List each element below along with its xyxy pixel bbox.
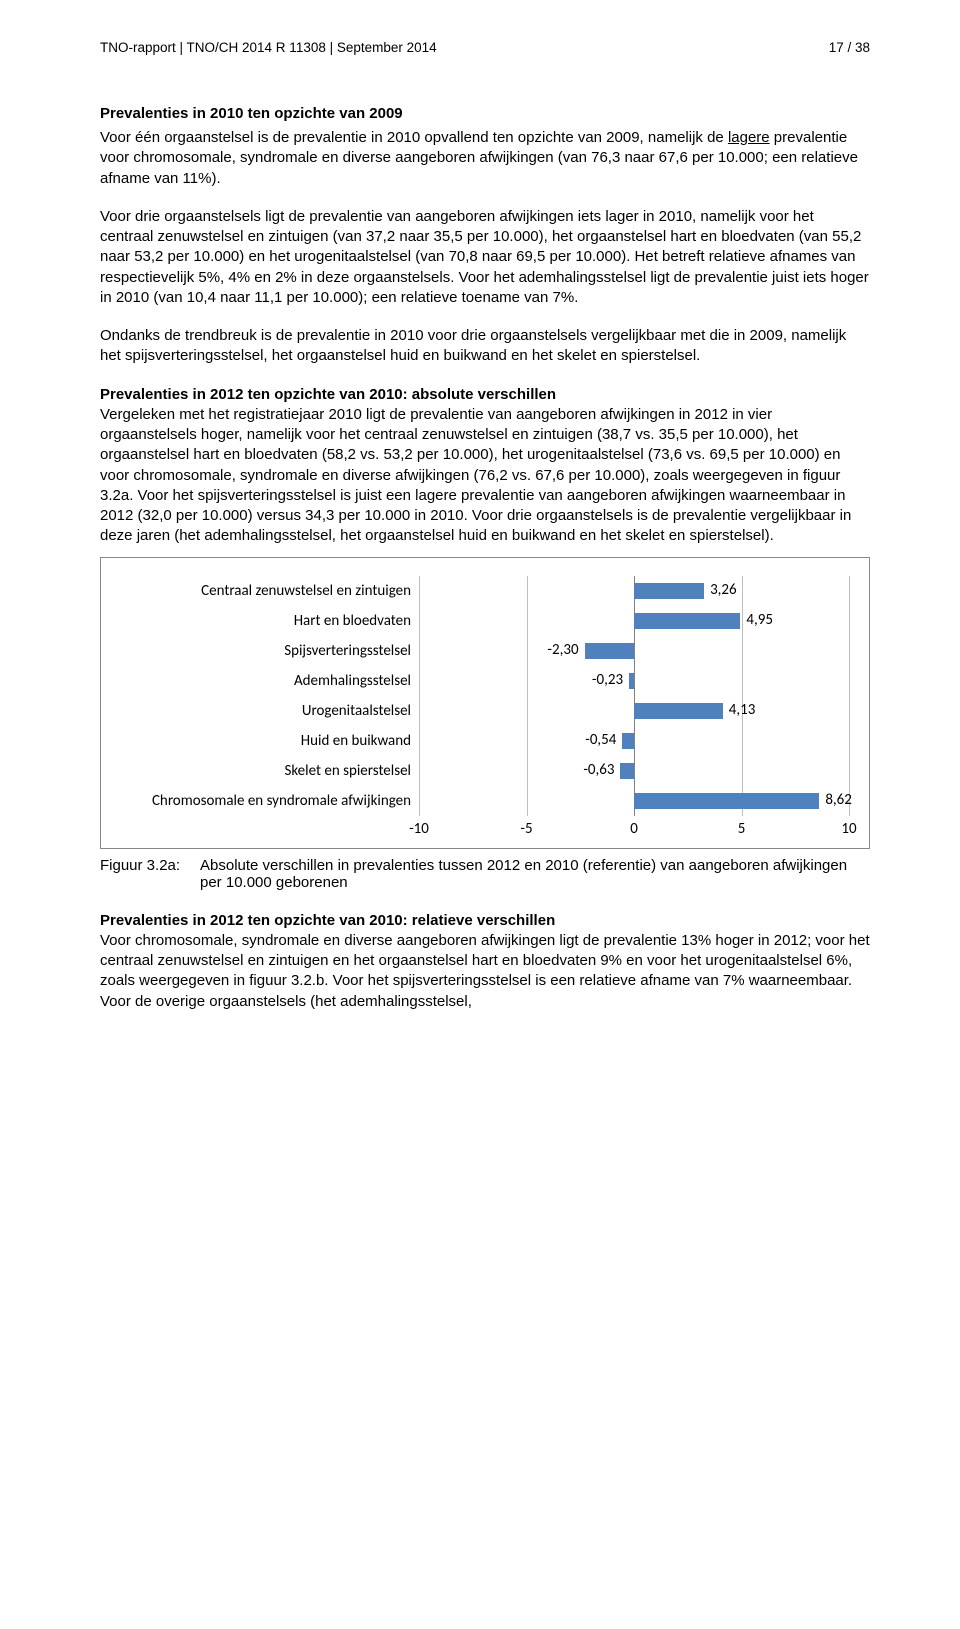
chart-bar-value: -0,63 xyxy=(583,761,614,779)
chart-plot: 3,26 4,95 -2,30 -0,23 4,13 -0,54 -0,63 8,62 xyxy=(419,576,849,816)
document-page: TNO-rapport | TNO/CH 2014 R 11308 | Sept… xyxy=(0,0,960,1062)
chart-bar-row: 4,13 xyxy=(419,696,849,726)
chart-bar xyxy=(634,613,740,629)
caption-label: Figuur 3.2a: xyxy=(100,857,200,891)
chart-x-tick: 10 xyxy=(829,820,869,838)
section2-para1: Vergeleken met het registratiejaar 2010 … xyxy=(100,406,851,545)
p1a: Voor één orgaanstelsel is de prevalentie… xyxy=(100,129,728,146)
chart-bar-value: 4,13 xyxy=(729,701,756,719)
section3-para1: Voor chromosomale, syndromale en diverse… xyxy=(100,932,870,1010)
chart-bar xyxy=(634,793,819,809)
section3-title: Prevalenties in 2012 ten opzichte van 20… xyxy=(100,912,555,929)
chart-category-label: Urogenitaalstelsel xyxy=(121,696,411,726)
chart-bar-value: 4,95 xyxy=(746,611,773,629)
chart-bar-value: 8,62 xyxy=(825,791,852,809)
section1-para2: Voor drie orgaanstelsels ligt de prevale… xyxy=(100,207,870,308)
section1-para1: Voor één orgaanstelsel is de prevalentie… xyxy=(100,128,870,189)
page-header: TNO-rapport | TNO/CH 2014 R 11308 | Sept… xyxy=(100,40,870,55)
header-left: TNO-rapport | TNO/CH 2014 R 11308 | Sept… xyxy=(100,40,437,55)
chart-bar-row: 8,62 xyxy=(419,786,849,816)
p1u: lagere xyxy=(728,129,770,146)
chart-x-tick: -5 xyxy=(507,820,547,838)
section2-title: Prevalenties in 2012 ten opzichte van 20… xyxy=(100,386,556,403)
chart-bar-row: 4,95 xyxy=(419,606,849,636)
chart-bar xyxy=(622,733,634,749)
chart-bar-value: -2,30 xyxy=(547,641,578,659)
chart-area: Centraal zenuwstelsel en zintuigenHart e… xyxy=(121,576,849,816)
section1-title: Prevalenties in 2010 ten opzichte van 20… xyxy=(100,105,870,122)
chart-x-tick: -10 xyxy=(399,820,439,838)
chart-category-label: Spijsverteringsstelsel xyxy=(121,636,411,666)
chart-bar-row: -0,54 xyxy=(419,726,849,756)
chart-bar-value: -0,54 xyxy=(585,731,616,749)
chart-bar xyxy=(629,673,634,689)
chart-bar-row: -0,23 xyxy=(419,666,849,696)
chart-bar xyxy=(620,763,634,779)
chart-gridline xyxy=(849,576,850,816)
chart-category-label: Chromosomale en syndromale afwijkingen xyxy=(121,786,411,816)
chart-x-tick: 0 xyxy=(614,820,654,838)
chart-x-axis: -10-50510 xyxy=(419,816,849,838)
chart-bar xyxy=(585,643,634,659)
figure-caption: Figuur 3.2a: Absolute verschillen in pre… xyxy=(100,857,870,891)
header-right: 17 / 38 xyxy=(829,40,870,55)
bar-chart: Centraal zenuwstelsel en zintuigenHart e… xyxy=(100,557,870,849)
chart-category-label: Ademhalingsstelsel xyxy=(121,666,411,696)
chart-category-label: Huid en buikwand xyxy=(121,726,411,756)
chart-category-labels: Centraal zenuwstelsel en zintuigenHart e… xyxy=(121,576,419,816)
chart-category-label: Skelet en spierstelsel xyxy=(121,756,411,786)
section3-block: Prevalenties in 2012 ten opzichte van 20… xyxy=(100,911,870,1012)
chart-bar-row: -2,30 xyxy=(419,636,849,666)
chart-bar-row: 3,26 xyxy=(419,576,849,606)
chart-bar-row: -0,63 xyxy=(419,756,849,786)
section2-block: Prevalenties in 2012 ten opzichte van 20… xyxy=(100,385,870,547)
chart-category-label: Hart en bloedvaten xyxy=(121,606,411,636)
chart-category-label: Centraal zenuwstelsel en zintuigen xyxy=(121,576,411,606)
chart-bar-value: 3,26 xyxy=(710,581,737,599)
chart-x-tick: 5 xyxy=(722,820,762,838)
chart-bar xyxy=(634,703,723,719)
caption-text: Absolute verschillen in prevalenties tus… xyxy=(200,857,870,891)
section1-para3: Ondanks de trendbreuk is de prevalentie … xyxy=(100,326,870,367)
chart-bar xyxy=(634,583,704,599)
chart-bar-value: -0,23 xyxy=(592,671,623,689)
